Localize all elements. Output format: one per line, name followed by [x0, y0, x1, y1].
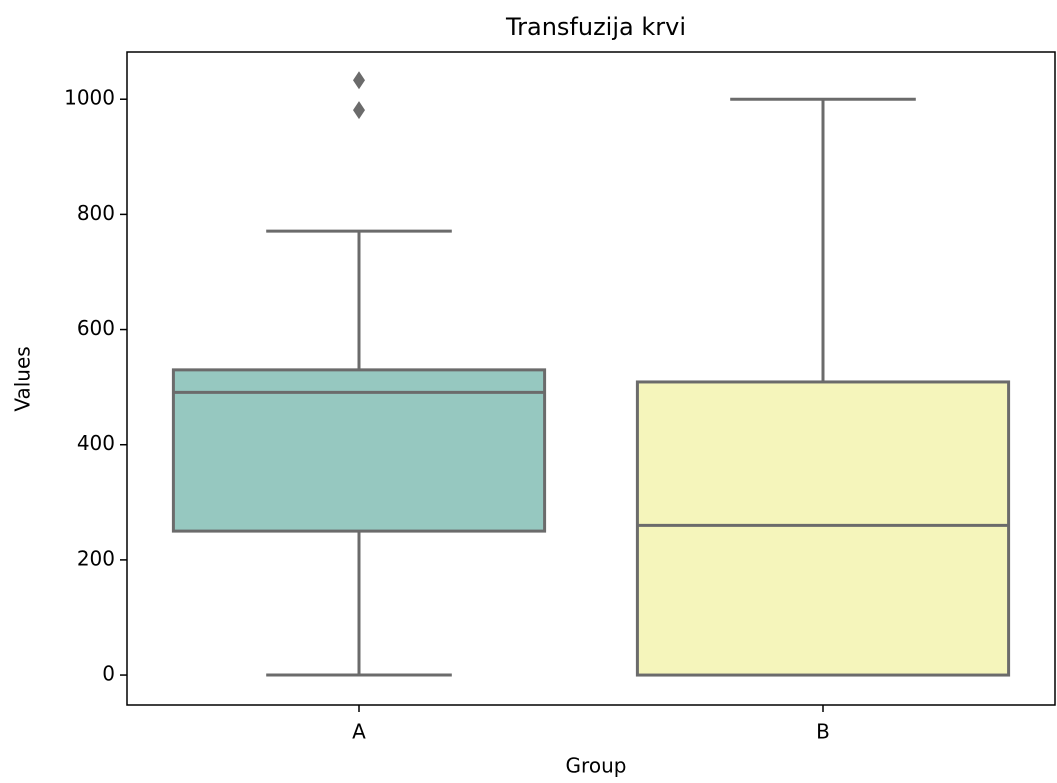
flier	[353, 71, 365, 90]
y-axis-label: Values	[11, 346, 35, 411]
flier	[353, 101, 365, 120]
y-tick-label: 1000	[64, 86, 115, 110]
box	[635, 380, 1011, 677]
chart-title: Transfuzija krvi	[505, 13, 686, 41]
y-tick-label: 400	[77, 431, 115, 455]
x-axis-label: Group	[566, 754, 627, 778]
x-tick-label: A	[352, 720, 366, 744]
y-tick-label: 800	[77, 201, 115, 225]
y-tick-label: 600	[77, 316, 115, 340]
x-tick-label: B	[816, 720, 830, 744]
y-tick-label: 0	[102, 662, 115, 686]
box	[171, 368, 547, 533]
axes-frame	[126, 51, 1056, 706]
y-tick-label: 200	[77, 546, 115, 570]
